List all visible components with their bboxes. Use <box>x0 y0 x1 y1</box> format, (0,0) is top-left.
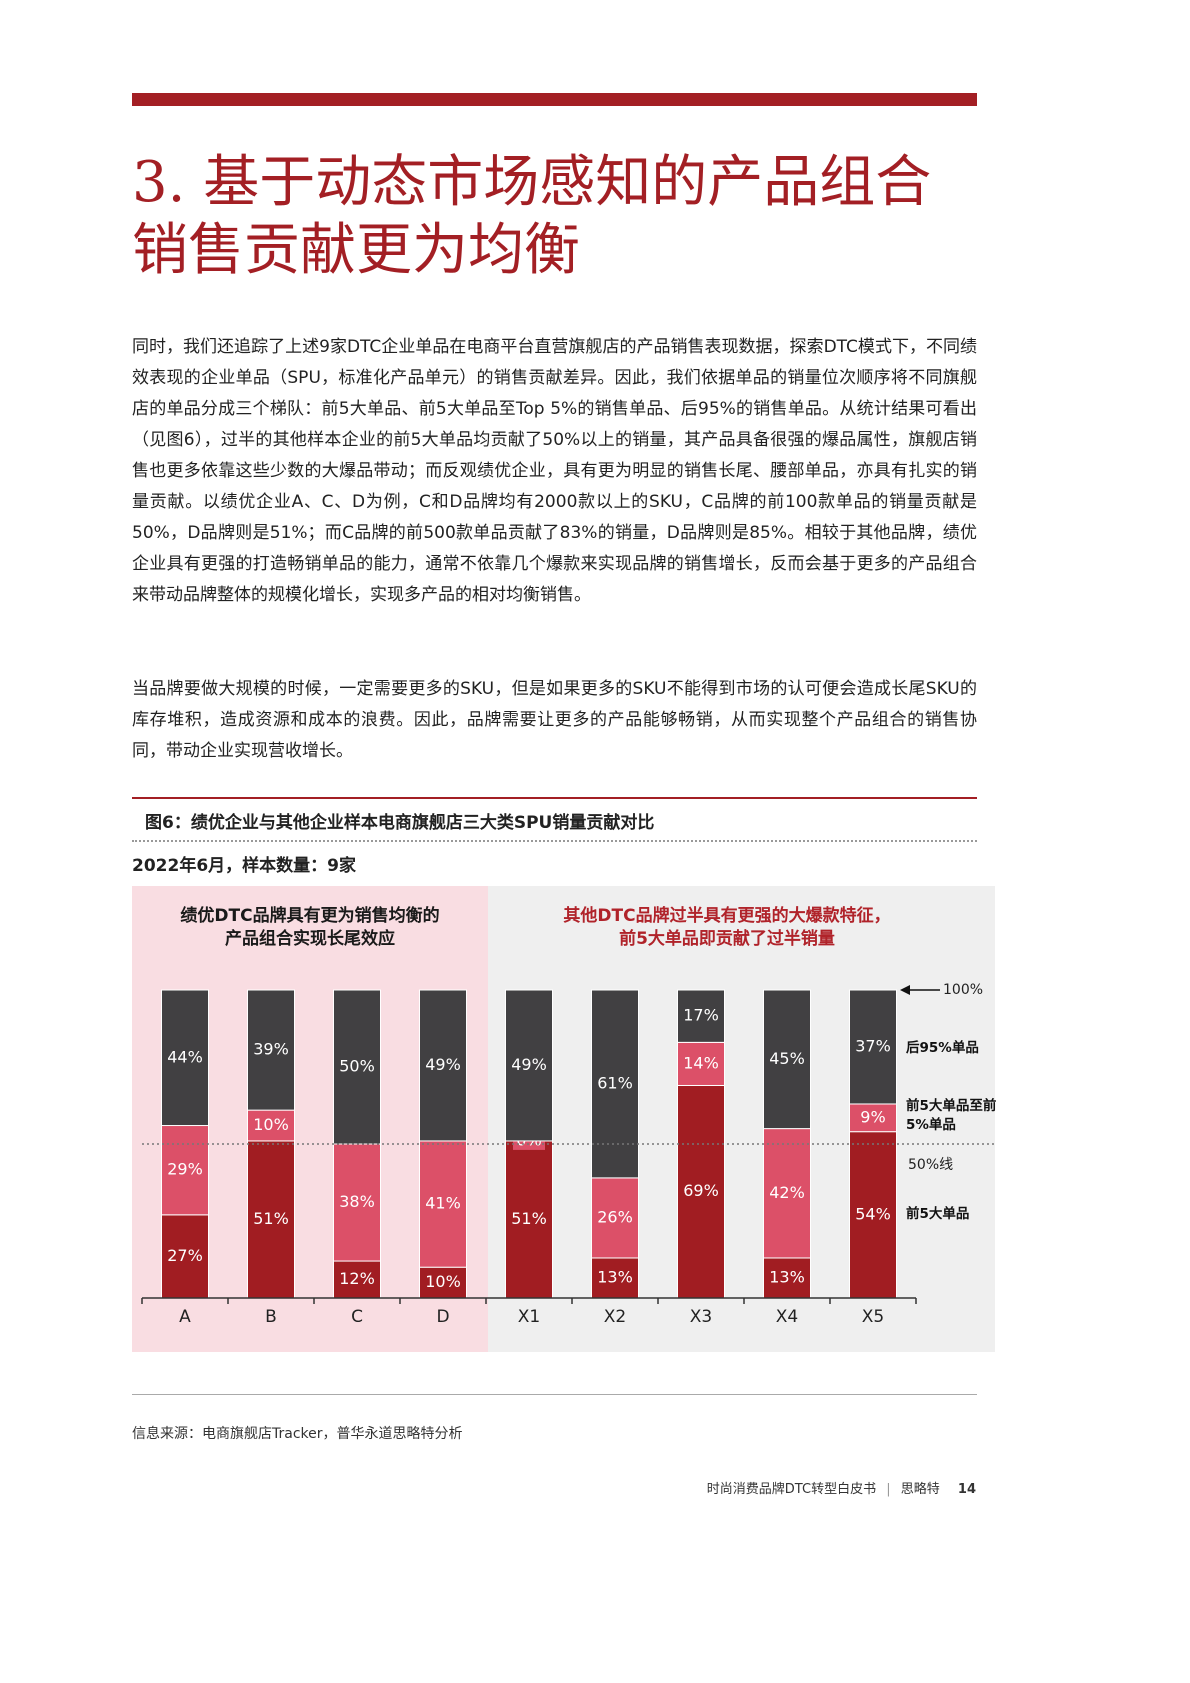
x-tick-label: A <box>179 1307 191 1327</box>
value-label: 49% <box>511 1055 547 1074</box>
marker-arrowhead <box>900 985 910 995</box>
value-label: 44% <box>167 1047 203 1066</box>
bar-segment <box>247 1109 295 1142</box>
footer-publication: 时尚消费品牌DTC转型白皮书 <box>706 1482 877 1497</box>
legend-label: 前5大单品至前5%单品 <box>906 1098 997 1133</box>
value-label: 38% <box>339 1192 375 1211</box>
value-label: 51% <box>253 1209 289 1228</box>
x-tick-label: X4 <box>776 1307 798 1327</box>
value-label: 9% <box>860 1107 885 1126</box>
bar-segment <box>419 989 467 1142</box>
figure-subtitle: 2022年6月，样本数量：9家 <box>132 856 356 876</box>
panel-header: 产品组合实现长尾效应 <box>225 928 395 949</box>
bar-segment <box>333 1143 381 1262</box>
value-label: 29% <box>167 1160 203 1179</box>
footer-brand: 思略特 <box>900 1482 940 1497</box>
bar-segment <box>247 989 295 1111</box>
panel-header: 绩优DTC品牌具有更为销售均衡的 <box>180 905 439 926</box>
value-label: 13% <box>597 1267 633 1286</box>
bar-segment <box>419 1140 467 1268</box>
bar-segment <box>591 989 639 1179</box>
legend-label: 前5大单品 <box>906 1205 970 1222</box>
bar-segment <box>763 1128 811 1259</box>
title-line: 3. 基于动态市场感知的产品组合 <box>132 150 932 215</box>
value-label: 14% <box>683 1053 719 1072</box>
title-line: 销售贡献更为均衡 <box>132 218 580 283</box>
figure-divider <box>132 840 977 842</box>
value-label: 39% <box>253 1040 289 1059</box>
figure-title: 图6：绩优企业与其他企业样本电商旗舰店三大类SPU销量贡献对比 <box>145 813 655 833</box>
top-rule <box>132 93 977 106</box>
value-label: 12% <box>339 1269 375 1288</box>
bar-segment <box>763 1257 811 1299</box>
footer: 时尚消费品牌DTC转型白皮书 | 思略特 14 <box>707 1478 976 1497</box>
value-label: 13% <box>769 1267 805 1286</box>
marker-label: 100% <box>943 982 983 998</box>
value-label: 17% <box>683 1006 719 1025</box>
bar-segment <box>677 1041 725 1086</box>
reference-label: 50%线 <box>908 1157 953 1173</box>
x-tick-label: X3 <box>690 1307 712 1327</box>
value-label: 37% <box>855 1036 891 1055</box>
value-label: 49% <box>425 1055 461 1074</box>
value-label: 10% <box>425 1272 461 1291</box>
value-label: 27% <box>167 1246 203 1265</box>
footer-sep: | <box>886 1482 891 1497</box>
bar-segment <box>591 1177 639 1259</box>
panel-header: 其他DTC品牌过半具有更强的大爆款特征， <box>563 905 890 926</box>
value-label: 26% <box>597 1207 633 1226</box>
value-label: 10% <box>253 1115 289 1134</box>
bar-segment <box>849 1103 897 1133</box>
value-label: 50% <box>339 1057 375 1076</box>
bar-segment <box>849 989 897 1105</box>
panel-bg <box>488 886 995 1352</box>
figure-rule <box>132 797 977 799</box>
x-tick-label: X5 <box>862 1307 884 1327</box>
source: 信息来源：电商旗舰店Tracker，普华永道思略特分析 <box>132 1426 463 1442</box>
source-rule <box>132 1394 977 1395</box>
paragraph: 当品牌要做大规模的时候，一定需要更多的SKU，但是如果更多的SKU不能得到市场的… <box>132 679 977 761</box>
value-label: 51% <box>511 1209 547 1228</box>
paragraph: 同时，我们还追踪了上述9家DTC企业单品在电商平台直营旗舰店的产品销售表现数据，… <box>132 337 977 605</box>
value-label: 42% <box>769 1183 805 1202</box>
bar-segment <box>161 1125 209 1216</box>
value-label: 69% <box>683 1181 719 1200</box>
x-tick-label: B <box>265 1307 277 1327</box>
bar-segment <box>419 1266 467 1299</box>
bar-segment <box>849 1131 897 1299</box>
value-label: 45% <box>769 1049 805 1068</box>
value-label: 41% <box>425 1194 461 1213</box>
value-label: 61% <box>597 1073 633 1092</box>
bar-segment <box>677 1084 725 1299</box>
bar-segment <box>505 1140 553 1299</box>
footer-page: 14 <box>957 1482 976 1497</box>
x-tick-label: X1 <box>518 1307 540 1327</box>
x-tick-label: X2 <box>604 1307 626 1327</box>
x-tick-label: C <box>351 1307 363 1327</box>
bar-segment <box>161 989 209 1127</box>
legend-label: 后95%单品 <box>906 1039 979 1056</box>
panel-header: 前5大单品即贡献了过半销量 <box>619 928 835 949</box>
bar-segment <box>505 989 553 1142</box>
value-label: 54% <box>855 1204 891 1223</box>
bar-segment <box>763 989 811 1130</box>
bar-segment <box>591 1257 639 1299</box>
bar-segment <box>677 989 725 1043</box>
x-tick-label: D <box>436 1307 449 1327</box>
bar-segment <box>333 1260 381 1299</box>
